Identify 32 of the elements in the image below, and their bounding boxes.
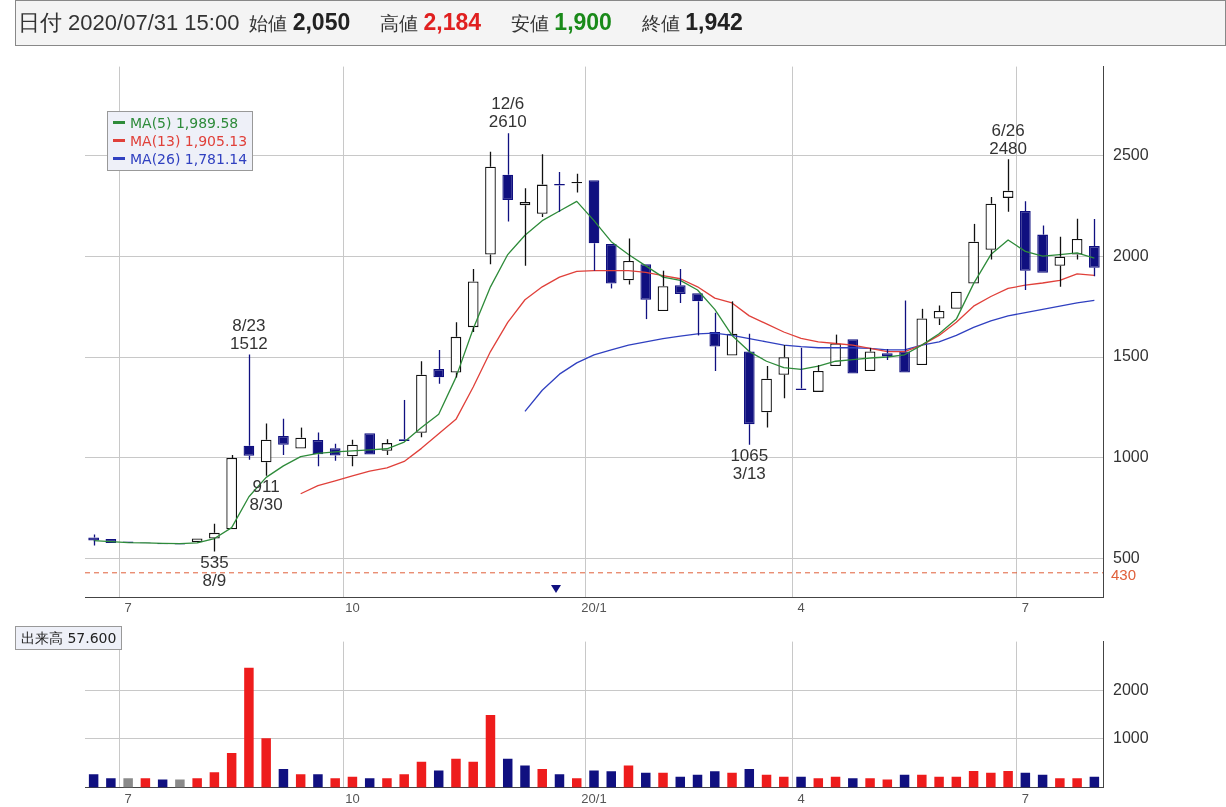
- annotation: 1065 3/13: [730, 445, 769, 483]
- x-tick-label: 10: [345, 600, 360, 616]
- y-tick-label: 500: [1113, 549, 1140, 567]
- text: 終値 1,942: [641, 9, 743, 35]
- x-tick-label: 10: [345, 790, 360, 806]
- x-tick-label: 7: [124, 790, 132, 806]
- annotation: 535 8/9: [200, 552, 229, 590]
- y-tick-label: 2500: [1113, 145, 1149, 163]
- text: 始値 2,050: [249, 9, 351, 35]
- legend-label: MA(13) 1,905.13: [130, 131, 248, 150]
- y-tick-label: 1000: [1113, 729, 1149, 747]
- annotation: 12/6 2610: [488, 94, 527, 132]
- text: 安値 1,900: [511, 9, 612, 35]
- x-tick-label: 20/1: [581, 600, 607, 616]
- y-tick-label: 2000: [1113, 680, 1149, 698]
- y-tick-label: 1000: [1113, 448, 1149, 466]
- y-tick-label: 2000: [1113, 246, 1149, 264]
- annotation: 出来高 57.600: [15, 626, 123, 650]
- x-tick-label: 7: [1021, 790, 1029, 806]
- text: 高値 2,184: [380, 9, 482, 35]
- y-tick-label: 1500: [1113, 347, 1149, 365]
- x-tick-label: 7: [1021, 600, 1029, 616]
- ref-line-label: 430: [1111, 565, 1137, 583]
- x-tick-label: 4: [797, 600, 805, 616]
- annotation: 6/26 2480: [989, 120, 1028, 158]
- legend-label: MA(5) 1,989.58: [130, 113, 239, 132]
- legend-label: MA(26) 1,781.14: [130, 149, 248, 168]
- x-tick-label: 4: [797, 790, 805, 806]
- x-tick-label: 7: [124, 600, 132, 616]
- annotation: 8/23 1512: [230, 315, 268, 353]
- x-tick-label: 20/1: [581, 790, 607, 806]
- chart-title: 日付 2020/07/31 15:00: [18, 9, 240, 37]
